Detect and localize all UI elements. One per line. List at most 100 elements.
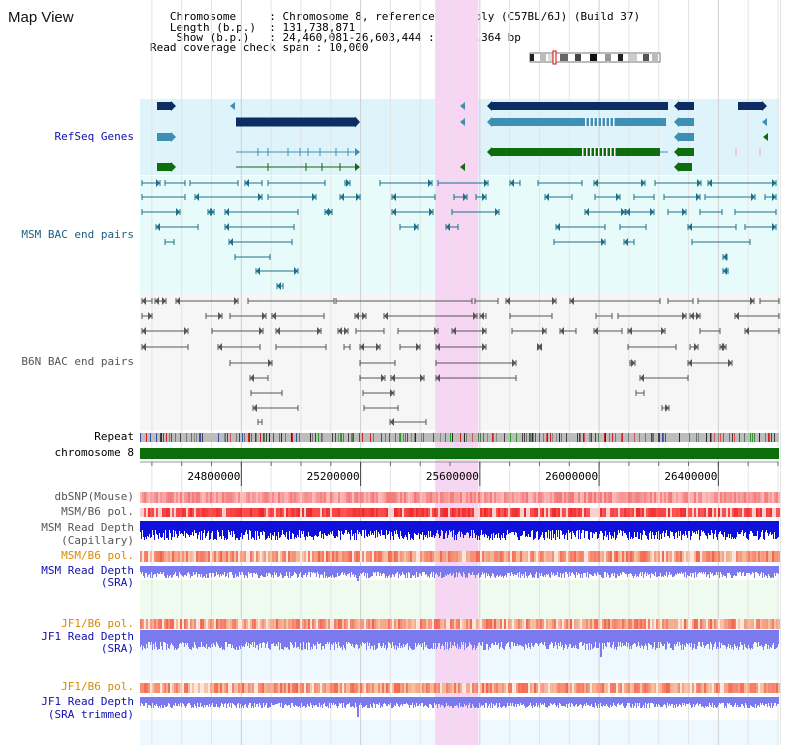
msm-depth-capillary-bar <box>762 521 763 530</box>
jf1-depth-sra-bar <box>485 630 486 650</box>
jf1-depth-sra-bar <box>508 630 509 642</box>
msm-b6-pol-strip-cell <box>580 508 582 517</box>
jf1-depth-trimmed-bar <box>379 697 380 703</box>
msm-b6-pol-strip-cell <box>166 508 168 517</box>
msm-b6-pol-strip-cell <box>670 508 672 517</box>
msm-depth-capillary-bar <box>603 521 604 540</box>
dbsnp-strip-cell <box>446 492 448 503</box>
jf1-depth-trimmed-bar <box>376 697 377 704</box>
msm-b6-pol-strip-2-cell <box>774 551 776 562</box>
msm-depth-capillary-bar <box>359 521 360 532</box>
jf1-depth-trimmed-bar <box>627 697 628 703</box>
msm-depth-capillary-bar <box>209 521 210 540</box>
msm-depth-sra-bar <box>155 566 156 574</box>
msm-depth-capillary-bar <box>510 521 511 533</box>
jf1-b6-pol-strip-cell <box>776 619 778 629</box>
dbsnp-strip-cell <box>234 492 236 503</box>
jf1-depth-sra-bar <box>743 630 744 650</box>
dbsnp-strip-cell <box>334 492 336 503</box>
dbsnp-strip-cell <box>392 492 394 503</box>
msm-b6-pol-strip-cell <box>390 508 392 517</box>
msm-depth-capillary-bar <box>468 521 469 533</box>
dbsnp-strip-cell <box>600 492 602 503</box>
msm-b6-pol-strip-2-cell <box>400 551 402 562</box>
msm-depth-capillary-bar <box>404 521 405 537</box>
b6n-bac-pair-marker <box>594 327 598 335</box>
msm-depth-capillary-bar <box>179 521 180 531</box>
jf1-b6-pol-strip-2-cell <box>440 683 442 693</box>
msm-bac-pair-marker <box>641 179 645 187</box>
msm-b6-pol-strip-2-cell <box>248 551 250 562</box>
track-label-refseq[interactable]: RefSeq Genes <box>54 130 134 143</box>
repeat-element <box>389 433 390 442</box>
msm-b6-pol-strip-cell <box>236 508 238 517</box>
repeat-element <box>612 433 613 442</box>
jf1-b6-pol-strip-cell <box>696 619 698 629</box>
jf1-depth-sra-bar <box>319 630 320 644</box>
repeat-element <box>180 433 181 442</box>
jf1-depth-trimmed-bar <box>196 697 197 708</box>
dbsnp-strip-cell <box>362 492 364 503</box>
msm-depth-capillary-bar <box>332 521 333 531</box>
jf1-depth-sra-bar <box>339 630 340 646</box>
msm-depth-sra-bar <box>723 566 724 575</box>
dbsnp-strip-cell <box>502 492 504 503</box>
jf1-depth-sra-bar <box>694 630 695 644</box>
msm-b6-pol-strip-2-cell <box>736 551 738 562</box>
dbsnp-strip-cell <box>458 492 460 503</box>
jf1-depth-trimmed-bar <box>405 697 406 704</box>
jf1-depth-sra-bar <box>753 630 754 644</box>
msm-depth-sra-bar <box>172 566 173 577</box>
jf1-b6-pol-strip-cell <box>538 619 540 629</box>
msm-b6-pol-strip-cell <box>310 508 312 517</box>
msm-depth-capillary-bar <box>254 521 255 540</box>
msm-b6-pol-strip-cell <box>170 508 172 517</box>
ideogram-band <box>643 54 649 61</box>
jf1-b6-pol-strip-cell <box>230 619 232 629</box>
msm-depth-sra-bar <box>416 566 417 572</box>
msm-depth-sra-bar <box>169 566 170 576</box>
msm-depth-capillary-bar <box>664 521 665 537</box>
track-label-b6n-bac[interactable]: B6N BAC end pairs <box>21 355 134 368</box>
repeat-element <box>598 433 599 442</box>
msm-depth-sra-bar <box>644 566 645 574</box>
msm-depth-capillary-bar <box>203 521 204 533</box>
jf1-depth-sra-bar <box>697 630 698 646</box>
jf1-depth-trimmed-bar <box>307 697 308 704</box>
msm-b6-pol-strip-2-cell <box>186 551 188 562</box>
msm-b6-pol-strip-cell <box>264 508 266 517</box>
msm-b6-pol-strip-cell <box>744 508 746 517</box>
msm-depth-sra-bar <box>578 566 579 573</box>
jf1-depth-trimmed-bar <box>349 697 350 703</box>
track-label-msm-bac[interactable]: MSM BAC end pairs <box>21 228 134 241</box>
msm-depth-capillary-bar <box>600 521 601 531</box>
jf1-b6-pol-strip-2-cell <box>244 683 246 693</box>
jf1-depth-trimmed-bar <box>296 697 297 706</box>
jf1-b6-pol-strip-cell <box>420 619 422 629</box>
jf1-depth-trimmed-bar <box>739 697 740 707</box>
msm-depth-capillary-bar <box>457 521 458 534</box>
msm-depth-sra-bar <box>604 566 605 572</box>
dbsnp-strip-cell <box>480 492 482 503</box>
msm-depth-capillary-bar <box>347 521 348 534</box>
jf1-depth-trimmed-bar <box>727 697 728 703</box>
msm-depth-capillary-bar <box>367 521 368 537</box>
msm-depth-sra-bar <box>753 566 754 573</box>
msm-b6-pol-strip-2-cell <box>396 551 398 562</box>
msm-depth-sra-bar <box>197 566 198 577</box>
jf1-depth-trimmed-bar <box>153 697 154 708</box>
msm-b6-pol-strip-2-cell <box>646 551 648 562</box>
jf1-b6-pol-strip-2-cell <box>342 683 344 693</box>
jf1-depth-trimmed-bar <box>753 697 754 707</box>
msm-depth-sra-bar <box>166 566 167 578</box>
jf1-depth-trimmed-bar <box>609 697 610 708</box>
msm-depth-sra-bar <box>622 566 623 572</box>
jf1-b6-pol-strip-2-cell <box>612 683 614 693</box>
jf1-depth-sra-bar <box>145 630 146 649</box>
msm-depth-capillary-bar <box>360 521 361 534</box>
jf1-depth-trimmed-bar <box>364 697 365 707</box>
jf1-depth-trimmed-bar <box>385 697 386 704</box>
jf1-depth-sra-bar <box>304 630 305 649</box>
msm-depth-capillary-bar <box>352 521 353 536</box>
